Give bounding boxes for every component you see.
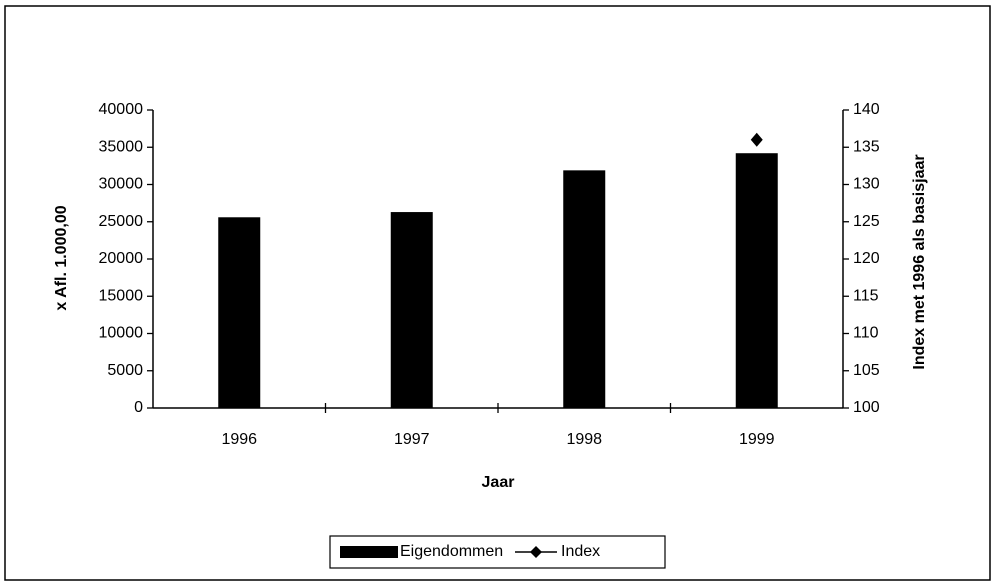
y2-tick-label: 125 <box>853 213 880 230</box>
y2-tick-label: 105 <box>853 362 880 379</box>
y-tick-label: 5000 <box>107 362 143 379</box>
x-tick-label: 1997 <box>394 431 430 448</box>
y-tick-label: 0 <box>134 399 143 416</box>
y2-tick-label: 100 <box>853 399 880 416</box>
y-axis-title: x Afl. 1.000,00 <box>53 205 70 310</box>
legend-label: Eigendommen <box>400 543 503 560</box>
y2-tick-label: 115 <box>853 287 879 304</box>
y-tick-label: 15000 <box>99 287 144 304</box>
y-tick-label: 20000 <box>99 250 144 267</box>
y2-tick-label: 135 <box>853 138 880 155</box>
legend-swatch <box>340 546 398 558</box>
y-tick-label: 35000 <box>99 138 144 155</box>
x-tick-label: 1998 <box>566 431 602 448</box>
bar <box>218 217 261 408</box>
y2-tick-label: 120 <box>853 250 880 267</box>
y-tick-label: 25000 <box>99 213 144 230</box>
bar <box>563 170 606 408</box>
bar <box>390 212 433 408</box>
x-axis-title: Jaar <box>482 474 515 491</box>
x-tick-label: 1999 <box>739 431 775 448</box>
y2-tick-label: 110 <box>853 325 879 342</box>
index-marker <box>750 132 763 147</box>
legend-label: Index <box>561 543 600 560</box>
chart-frame <box>4 5 991 581</box>
y2-tick-label: 130 <box>853 176 880 193</box>
y-tick-label: 40000 <box>99 101 144 118</box>
y2-tick-label: 140 <box>853 101 880 118</box>
bar <box>735 153 778 408</box>
x-tick-label: 1996 <box>221 431 257 448</box>
y-tick-label: 30000 <box>99 176 144 193</box>
y2-axis-title: Index met 1996 als basisjaar <box>911 154 928 369</box>
y-tick-label: 10000 <box>99 325 144 342</box>
legend-marker <box>530 546 542 558</box>
